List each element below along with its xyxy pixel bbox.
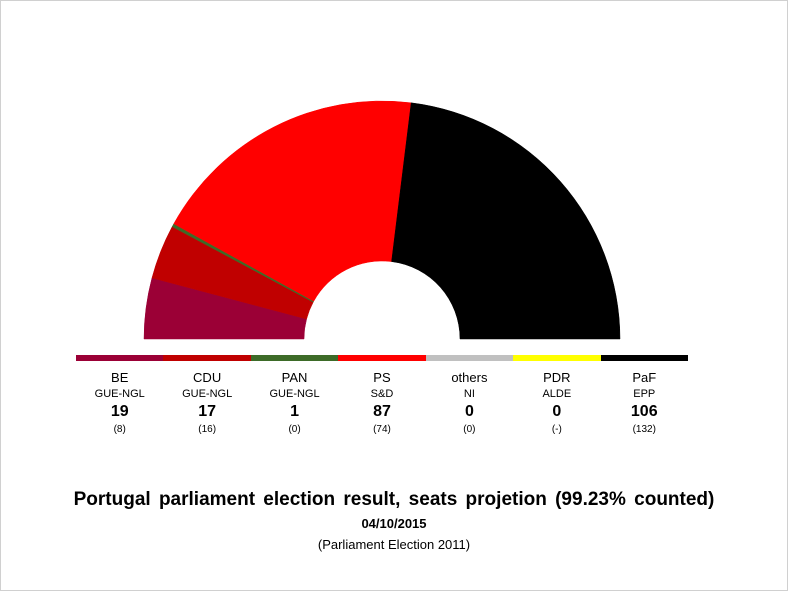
legend-color-bar xyxy=(600,355,688,361)
party-group: S&D xyxy=(370,388,394,400)
party-seats: 1 xyxy=(290,403,299,420)
legend-party-pdr: PDR ALDE 0 (-) xyxy=(513,355,601,435)
party-name: PAN xyxy=(281,370,308,385)
legend-color-bar xyxy=(513,355,601,361)
legend-color-bar xyxy=(163,355,251,361)
legend-party-cdu: CDU GUE-NGL 17 (16) xyxy=(163,355,251,435)
party-previous-seats: (0) xyxy=(463,424,476,435)
party-previous-seats: (8) xyxy=(113,424,126,435)
legend-party-be: BE GUE-NGL 19 (8) xyxy=(76,355,164,435)
party-name: others xyxy=(451,370,488,385)
party-seats: 0 xyxy=(464,403,474,420)
chart-date: 04/10/2015 xyxy=(361,516,427,531)
party-name: PDR xyxy=(543,370,571,385)
party-name: PaF xyxy=(632,370,657,385)
hemicycle-segment-ps xyxy=(173,100,412,302)
party-seats: 106 xyxy=(630,403,658,420)
party-seats: 19 xyxy=(110,403,129,420)
party-previous-seats: (0) xyxy=(288,424,301,435)
legend-party-others: others NI 0 (0) xyxy=(425,355,514,435)
party-seats: 0 xyxy=(552,403,562,420)
hemicycle-chart xyxy=(143,100,621,340)
legend-party-pan: PAN GUE-NGL 1 (0) xyxy=(250,355,339,435)
legend-color-bar xyxy=(338,355,426,361)
party-legend: BE GUE-NGL 19 (8) CDU GUE-NGL 17 (16) PAN GUE-NGL… xyxy=(76,355,688,435)
legend-party-ps: PS S&D 87 (74) xyxy=(338,355,426,435)
party-previous-seats: (-) xyxy=(551,424,562,435)
hemicycle-segment-paf xyxy=(391,102,621,340)
party-group: GUE-NGL xyxy=(269,388,320,400)
party-name: BE xyxy=(111,370,129,385)
chart-title: Portugal parliament election result, sea… xyxy=(73,489,715,510)
party-seats: 17 xyxy=(198,403,217,420)
party-group: ALDE xyxy=(542,388,572,400)
party-group: GUE-NGL xyxy=(94,388,145,400)
party-seats: 87 xyxy=(373,403,391,420)
party-group: NI xyxy=(463,388,475,400)
party-name: CDU xyxy=(193,370,222,385)
party-name: PS xyxy=(373,370,391,385)
legend-color-bar xyxy=(76,355,164,361)
party-previous-seats: (132) xyxy=(632,424,656,435)
party-previous-seats: (74) xyxy=(373,424,391,435)
party-group: EPP xyxy=(633,388,656,400)
chart-subtitle: (Parliament Election 2011) xyxy=(317,537,471,552)
legend-party-paf: PaF EPP 106 (132) xyxy=(600,355,688,435)
party-group: GUE-NGL xyxy=(182,388,233,400)
legend-color-bar xyxy=(250,355,339,361)
legend-color-bar xyxy=(425,355,514,361)
party-previous-seats: (16) xyxy=(198,424,217,435)
